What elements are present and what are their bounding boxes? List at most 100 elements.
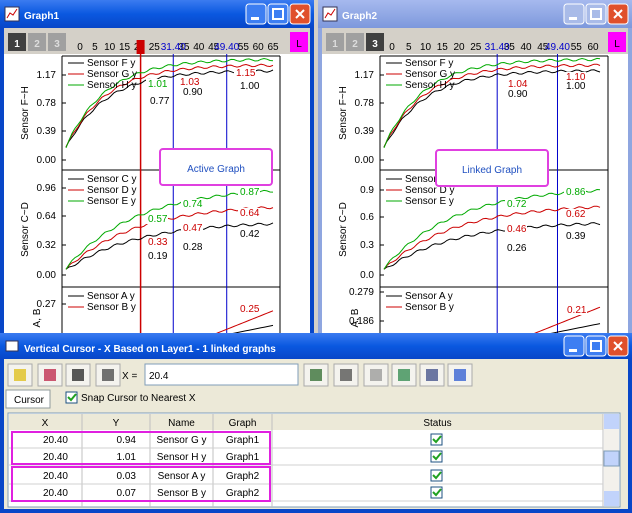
status-checkbox[interactable] xyxy=(430,433,443,446)
cursor-dialog: Vertical Cursor - X Based on Layer1 - 1 … xyxy=(0,333,632,513)
top-tick-label: 55 xyxy=(238,42,250,53)
label-bg xyxy=(238,208,260,218)
check xyxy=(432,471,442,480)
y-axis-title: Sensor C~D xyxy=(20,202,31,257)
y-axis-title: A, B xyxy=(32,308,43,327)
layer-tab-label: 3 xyxy=(54,39,60,50)
status-checkbox[interactable] xyxy=(430,469,443,482)
layer-button[interactable] xyxy=(608,32,626,52)
cell: Sensor B y xyxy=(157,488,206,499)
checkbox[interactable] xyxy=(65,391,78,404)
value-label: 1.03 xyxy=(180,77,200,88)
toolbar-icon xyxy=(72,369,84,381)
cell: Graph2 xyxy=(226,488,260,499)
top-tick-label: 60 xyxy=(587,42,599,53)
curve xyxy=(383,222,601,270)
label-bg xyxy=(181,87,203,97)
scroll-thumb[interactable] xyxy=(603,450,620,467)
scroll-up[interactable] xyxy=(604,414,619,429)
y-axis-title: Sensor C~D xyxy=(338,202,349,257)
window-title: Graph1 xyxy=(24,11,59,22)
label-bg xyxy=(564,72,586,82)
x-input[interactable] xyxy=(144,363,299,386)
layer-tab[interactable] xyxy=(28,33,46,51)
label-bg xyxy=(564,81,586,91)
minimize-button[interactable] xyxy=(563,335,585,357)
curve xyxy=(65,63,274,148)
toolbar-icon xyxy=(454,369,466,381)
maximize-button[interactable] xyxy=(585,3,607,25)
toolbar-icon xyxy=(310,369,322,381)
top-tick-label: 0 xyxy=(77,42,83,53)
legend-label: Sensor A y xyxy=(405,291,453,302)
layer-tab[interactable] xyxy=(48,33,66,51)
column-header: Y xyxy=(113,418,120,429)
legend-label: Sensor C y xyxy=(87,174,136,185)
top-tick-label: 45 xyxy=(537,42,549,53)
maximize-button[interactable] xyxy=(585,335,607,357)
cell: Graph1 xyxy=(226,452,260,463)
y-tick-label: 0.0 xyxy=(360,270,374,281)
y-tick-label: 0.279 xyxy=(349,287,374,298)
column-header: X xyxy=(42,418,49,429)
tab[interactable] xyxy=(5,389,51,409)
legend-label: Sensor E y xyxy=(87,196,136,207)
icon xyxy=(590,340,602,352)
cell: 1.01 xyxy=(117,452,137,463)
maximize-button[interactable] xyxy=(267,3,289,25)
top-tick-label: 25 xyxy=(149,42,161,53)
y-tick-label: 0.78 xyxy=(37,98,57,109)
layer-button-label: L xyxy=(614,39,620,50)
legend-label: Sensor G y xyxy=(87,69,137,80)
layer-tab-label: 1 xyxy=(14,39,20,50)
minimize-button[interactable] xyxy=(245,3,267,25)
layer-tab[interactable] xyxy=(366,33,384,51)
cell: 0.07 xyxy=(117,488,137,499)
label-bg xyxy=(506,89,528,99)
value-label: 0.39 xyxy=(566,231,586,242)
value-label: 0.21 xyxy=(567,305,587,316)
cursor-label: 31.40 xyxy=(161,42,186,53)
window-icon-graph xyxy=(324,8,336,19)
annotation-box xyxy=(159,148,273,186)
value-label: 0.72 xyxy=(507,199,527,210)
icon xyxy=(295,9,305,19)
top-tick-label: 40 xyxy=(520,42,532,53)
top-tick-label: 25 xyxy=(470,42,482,53)
cell: 0.94 xyxy=(117,435,137,446)
value-label: 1.15 xyxy=(236,68,256,79)
legend-label: Sensor C y xyxy=(405,174,454,185)
curve xyxy=(65,222,274,270)
cursor-handle[interactable] xyxy=(136,40,145,54)
top-tick-label: 20 xyxy=(453,42,465,53)
y-tick-label: 0.6 xyxy=(360,212,374,223)
value-label: 1.04 xyxy=(508,79,528,90)
top-tick-label: 10 xyxy=(420,42,432,53)
label-bg xyxy=(565,305,587,315)
y-tick-label: 0.78 xyxy=(355,98,375,109)
y-tick-label: 0.39 xyxy=(37,126,57,137)
icon xyxy=(569,349,577,352)
minimize-button[interactable] xyxy=(563,3,585,25)
label-bg xyxy=(148,96,170,106)
cell: Sensor G y xyxy=(156,435,206,446)
label-bg xyxy=(506,79,528,89)
window-icon-graph xyxy=(6,8,18,19)
cursor-label: 31.40 xyxy=(485,42,510,53)
label-bg xyxy=(181,242,203,252)
layer-button[interactable] xyxy=(290,32,308,52)
layer-tab[interactable] xyxy=(326,33,344,51)
status-checkbox[interactable] xyxy=(430,450,443,463)
curve xyxy=(65,57,274,148)
dialog-icon xyxy=(5,340,19,352)
status-checkbox[interactable] xyxy=(430,486,443,499)
value-label: 0.25 xyxy=(240,304,260,315)
value-label: 0.64 xyxy=(240,208,260,219)
graph-window: Graph2 1 2 3 L 0 5 10 15 20 25 35 40 45 55 60 31.40 49.40… xyxy=(318,0,632,341)
layer-tab[interactable] xyxy=(346,33,364,51)
annotation-box xyxy=(435,149,549,187)
layer-tab[interactable] xyxy=(8,33,26,51)
scroll-down[interactable] xyxy=(604,491,619,506)
cell: 20.40 xyxy=(43,435,68,446)
layer-tab-label: 2 xyxy=(352,39,358,50)
